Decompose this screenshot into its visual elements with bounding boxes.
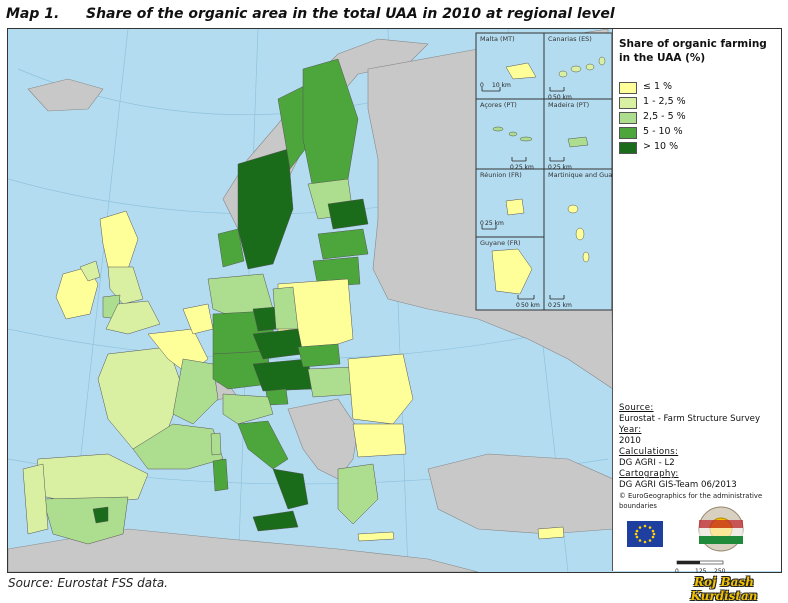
region-scotland[interactable] <box>99 210 139 270</box>
north-africa <box>8 528 479 572</box>
map-title: Share of the organic area in the total U… <box>86 6 615 22</box>
guyane-land <box>491 248 533 295</box>
inset-label-martinique: Martinique and Guadeloupe(FR) <box>548 171 652 179</box>
acores-islands <box>492 126 533 142</box>
legend-swatch <box>619 82 637 94</box>
inset-label-malta: Malta (MT) <box>480 35 515 43</box>
scale-zero-martinique: 0 <box>548 302 552 309</box>
map-heading: Map 1. Share of the organic area in the … <box>6 3 786 27</box>
region-crete[interactable] <box>357 531 395 542</box>
meta-year-value: 2010 <box>619 436 641 446</box>
scale-zero-reunion: 0 <box>480 220 484 227</box>
inset-label-acores: Açores (PT) <box>480 101 517 109</box>
legend-swatch <box>619 127 637 139</box>
inset-label-guyane: Guyane (FR) <box>480 239 521 247</box>
legend-label: ≤ 1 % <box>643 81 673 92</box>
meta-calc-value: DG AGRI - L2 <box>619 458 675 468</box>
region-northern-ireland[interactable] <box>79 260 101 282</box>
malta-island <box>505 62 537 80</box>
emblem-icon <box>698 506 744 552</box>
region-estonia[interactable] <box>327 198 369 230</box>
region-france-east[interactable] <box>172 358 219 425</box>
inset-label-madeira: Madeira (PT) <box>548 101 589 109</box>
scale-canarias: 50 km <box>553 94 572 101</box>
legend-swatch <box>619 97 637 109</box>
region-spain-north[interactable] <box>32 453 149 505</box>
scale-martinique: 25 km <box>553 302 572 309</box>
inset-panels[interactable]: Malta (MT) Canarias (ES) Açores (PT) Mad… <box>475 32 652 311</box>
turkey <box>427 453 614 535</box>
footer-source: Source: Eurostat FSS data. <box>8 576 168 590</box>
inset-label-canarias: Canarias (ES) <box>548 35 592 43</box>
legend-swatch <box>619 142 637 154</box>
scale-zero-guyane: 0 <box>516 302 520 309</box>
inset-scalebars <box>481 87 565 300</box>
inset-scale-labels: 0 10 km 0 50 km 0 25 km 0 25 km 0 25 km … <box>480 82 572 309</box>
region-england-north[interactable] <box>107 266 144 305</box>
main-scale-label: 250 <box>714 568 726 575</box>
meta-carto-heading: Cartography: <box>619 469 679 479</box>
scale-acores: 25 km <box>515 164 534 171</box>
region-france-south[interactable] <box>132 423 224 470</box>
legend-label: 1 - 2,5 % <box>643 96 686 107</box>
region-germany-south[interactable] <box>212 350 271 390</box>
inset-label-reunion: Réunion (FR) <box>480 171 522 179</box>
meta-carto-value: DG AGRI GIS-Team 06/2013 <box>619 480 737 490</box>
scale-guyane: 50 km <box>521 302 540 309</box>
scale-zero-canarias: 0 <box>548 94 552 101</box>
region-corsica[interactable] <box>210 432 222 456</box>
region-italy-north[interactable] <box>222 393 274 425</box>
watermark: Roj Bash Kurdistan <box>690 575 758 603</box>
scale-madeira: 25 km <box>553 164 572 171</box>
legend-title: Share of organic farming in the UAA (%) <box>619 38 767 64</box>
scale-malta: 10 km <box>492 82 511 89</box>
main-scalebar <box>676 560 724 565</box>
metadata-block: Source: Eurostat - Farm Structure Survey… <box>619 403 779 511</box>
meta-source-value: Eurostat - Farm Structure Survey <box>619 414 761 424</box>
main-scale-label: 125 <box>695 568 707 575</box>
madeira-island <box>567 136 589 148</box>
legend-label: > 10 % <box>643 141 679 152</box>
scale-reunion: 25 km <box>485 220 504 227</box>
iceland <box>27 78 104 112</box>
meta-calc-heading: Calculations: <box>619 447 679 457</box>
reunion-island <box>505 198 525 216</box>
region-cyprus[interactable] <box>537 526 565 540</box>
europe-map[interactable]: Malta (MT) Canarias (ES) Açores (PT) Mad… <box>8 29 781 572</box>
meta-source-heading: Source: <box>619 403 654 413</box>
logos-area: 0 125 250 <box>627 506 744 575</box>
region-greece[interactable] <box>337 463 379 525</box>
region-bulgaria[interactable] <box>352 423 407 458</box>
legend-label: 5 - 10 % <box>643 126 683 137</box>
main-scale-label: 0 <box>675 568 679 575</box>
antilles-islands <box>567 204 590 263</box>
region-andalucia-high[interactable] <box>92 506 109 524</box>
scale-zero-acores: 0 <box>510 164 514 171</box>
canarias-islands <box>558 56 606 78</box>
map-number: Map 1. <box>6 6 60 22</box>
region-denmark[interactable] <box>217 228 245 268</box>
legend-swatch <box>619 112 637 124</box>
legend-label: 2,5 - 5 % <box>643 111 686 122</box>
balkans-non-eu <box>287 398 359 480</box>
region-sardinia[interactable] <box>212 458 229 492</box>
meta-copyright: © EuroGeographics for the administrative… <box>619 492 763 510</box>
region-portugal[interactable] <box>22 463 49 535</box>
region-slovakia[interactable] <box>297 343 341 368</box>
scale-zero-madeira: 0 <box>548 164 552 171</box>
eu-regions[interactable] <box>22 58 565 545</box>
region-italy-central[interactable] <box>237 420 289 470</box>
eu-stars-icon <box>634 524 656 544</box>
region-sweden-south[interactable] <box>237 148 294 270</box>
scale-zero-malta: 0 <box>480 82 484 89</box>
legend-panel: Share of organic farming in the UAA (%) … <box>612 29 781 575</box>
region-latvia[interactable] <box>317 228 369 260</box>
region-england-south[interactable] <box>105 300 161 335</box>
region-romania[interactable] <box>347 353 414 425</box>
region-italy-south[interactable] <box>272 468 309 510</box>
meta-year-heading: Year: <box>619 425 642 435</box>
region-sicily[interactable] <box>252 510 299 532</box>
